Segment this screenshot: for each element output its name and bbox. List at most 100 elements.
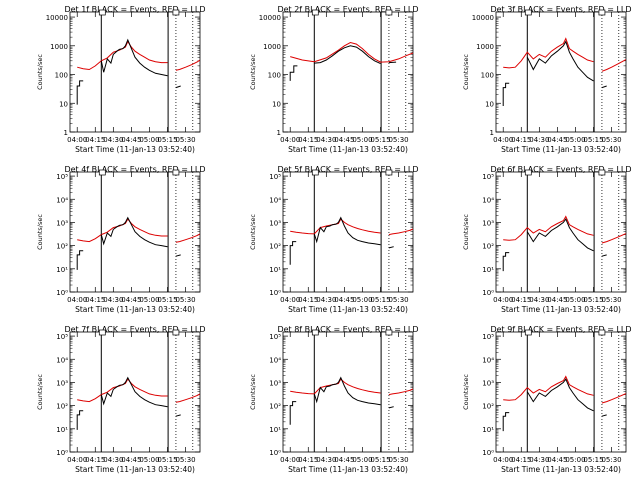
- events-series-line: [76, 410, 84, 430]
- marker-box: [172, 9, 180, 16]
- x-tick-label: 05:30: [175, 296, 195, 304]
- panel-title: Det 8f BLACK = Events, RED = LLD: [277, 325, 418, 334]
- panel-2: Det 2f BLACK = Events, RED = LLD 1 10 100 10…: [249, 5, 419, 154]
- x-tick-label: 04:00: [493, 456, 513, 464]
- events-series-line: [526, 378, 594, 412]
- x-tick-label: 04:45: [547, 136, 567, 144]
- marker-box: [598, 169, 606, 176]
- y-tick-label: 1: [490, 129, 494, 137]
- x-axis-label: Start Time (11-Jan-13 03:52:40): [75, 305, 195, 314]
- marker-box: [311, 329, 319, 336]
- events-series-line: [388, 61, 397, 64]
- events-series-line: [289, 241, 297, 265]
- plot-frame: [495, 331, 627, 453]
- x-tick-label: 05:30: [601, 456, 621, 464]
- y-tick-label: 10⁴: [482, 356, 494, 364]
- y-tick-label: 10³: [56, 219, 68, 227]
- events-series-line: [289, 401, 297, 425]
- y-axis-label: Counts/sec: [249, 214, 257, 250]
- y-axis-label: Counts/sec: [36, 54, 44, 90]
- panel-7: Det 7f BLACK = Events, RED = LLD 10⁰ 10¹ 10…: [36, 325, 206, 474]
- x-tick-label: 05:30: [601, 136, 621, 144]
- x-axis-label: Start Time (11-Jan-13 03:52:40): [288, 145, 408, 154]
- x-tick-label: 05:00: [352, 136, 372, 144]
- events-series-line: [601, 85, 607, 89]
- plot-frame: [282, 331, 414, 453]
- x-tick-label: 04:00: [280, 456, 300, 464]
- panel-title: Det 9f BLACK = Events, RED = LLD: [490, 325, 631, 334]
- y-tick-label: 10²: [269, 403, 281, 411]
- y-axis-label: Counts/sec: [462, 54, 470, 90]
- x-tick-label: 05:15: [370, 296, 390, 304]
- panel-title: Det 2f BLACK = Events, RED = LLD: [277, 5, 418, 14]
- y-tick-label: 10⁵: [269, 333, 281, 341]
- events-series-line: [175, 254, 181, 257]
- plot-frame: [282, 171, 414, 293]
- y-tick-label: 1: [64, 129, 68, 137]
- y-tick-label: 1000: [476, 43, 494, 51]
- x-tick-label: 05:15: [583, 296, 603, 304]
- x-tick-label: 04:45: [547, 456, 567, 464]
- marker-box: [98, 9, 106, 16]
- events-series-line: [526, 218, 594, 252]
- events-series-line: [601, 254, 607, 257]
- x-tick-label: 04:00: [493, 296, 513, 304]
- y-tick-label: 10000: [472, 14, 494, 22]
- y-tick-label: 10³: [269, 379, 281, 387]
- y-tick-label: 10⁵: [269, 173, 281, 181]
- x-tick-label: 04:00: [67, 456, 87, 464]
- plot-frame: [69, 171, 201, 293]
- lld-series-line: [175, 59, 200, 71]
- events-series-line: [76, 250, 84, 270]
- events-series-line: [76, 80, 84, 105]
- y-tick-label: 1000: [50, 43, 68, 51]
- x-tick-label: 05:15: [583, 456, 603, 464]
- panel-3: Det 3f BLACK = Events, RED = LLD 1 10 100 10…: [462, 5, 632, 154]
- lld-series-line: [601, 59, 626, 72]
- y-tick-label: 10⁵: [56, 333, 68, 341]
- marker-box: [385, 169, 393, 176]
- lld-series-line: [175, 233, 200, 243]
- y-tick-label: 10²: [482, 403, 494, 411]
- x-tick-label: 04:30: [316, 296, 336, 304]
- lld-series-line: [388, 388, 413, 396]
- events-series-line: [175, 414, 181, 417]
- marker-box: [598, 329, 606, 336]
- x-tick-label: 04:45: [334, 296, 354, 304]
- events-series-line: [526, 40, 594, 82]
- x-tick-label: 04:45: [121, 456, 141, 464]
- x-tick-label: 04:30: [529, 296, 549, 304]
- events-series-line: [100, 216, 168, 248]
- x-tick-label: 04:15: [511, 456, 531, 464]
- y-tick-label: 10³: [56, 379, 68, 387]
- x-tick-label: 05:30: [388, 136, 408, 144]
- x-tick-label: 04:15: [85, 136, 105, 144]
- marker-box: [311, 169, 319, 176]
- x-tick-label: 05:00: [139, 296, 159, 304]
- x-axis-label: Start Time (11-Jan-13 03:52:40): [501, 465, 621, 474]
- lld-series-line: [290, 41, 413, 63]
- events-series-line: [100, 376, 168, 408]
- lld-series-line: [77, 40, 168, 71]
- x-tick-label: 05:15: [370, 136, 390, 144]
- x-axis-label: Start Time (11-Jan-13 03:52:40): [288, 465, 408, 474]
- y-axis-label: Counts/sec: [36, 374, 44, 410]
- y-tick-label: 10¹: [482, 266, 494, 274]
- y-tick-label: 10¹: [269, 266, 281, 274]
- panel-1: Det 1f BLACK = Events, RED = LLD 1 10 100 10…: [36, 5, 206, 154]
- plot-frame: [282, 11, 414, 133]
- y-tick-label: 100: [55, 72, 68, 80]
- y-tick-label: 10³: [482, 219, 494, 227]
- y-tick-label: 1: [277, 129, 281, 137]
- x-tick-label: 04:15: [511, 296, 531, 304]
- x-tick-label: 05:30: [175, 456, 195, 464]
- marker-box: [385, 9, 393, 16]
- y-tick-label: 10⁰: [56, 449, 68, 457]
- x-axis-label: Start Time (11-Jan-13 03:52:40): [75, 145, 195, 154]
- marker-box: [385, 329, 393, 336]
- x-tick-label: 04:45: [547, 296, 567, 304]
- events-series-line: [601, 414, 607, 417]
- x-tick-label: 05:00: [352, 296, 372, 304]
- x-tick-label: 05:00: [139, 136, 159, 144]
- events-series-line: [388, 406, 394, 409]
